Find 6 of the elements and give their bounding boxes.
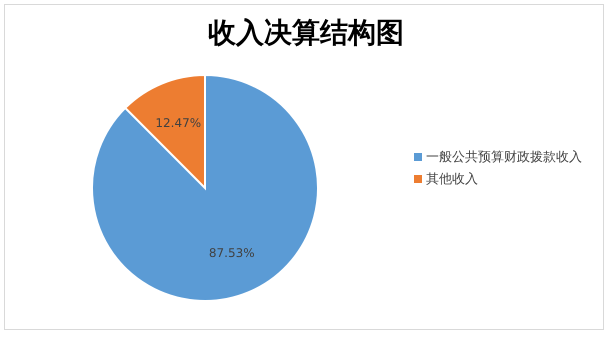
- legend-label: 其他收入: [426, 172, 478, 186]
- chart-title: 收入决算结构图: [207, 15, 405, 51]
- data-label: 12.47%: [155, 116, 202, 130]
- legend-label: 一般公共预算财政拨款收入: [426, 150, 582, 164]
- pie-slice: [91, 74, 319, 302]
- data-label: 87.53%: [208, 246, 255, 260]
